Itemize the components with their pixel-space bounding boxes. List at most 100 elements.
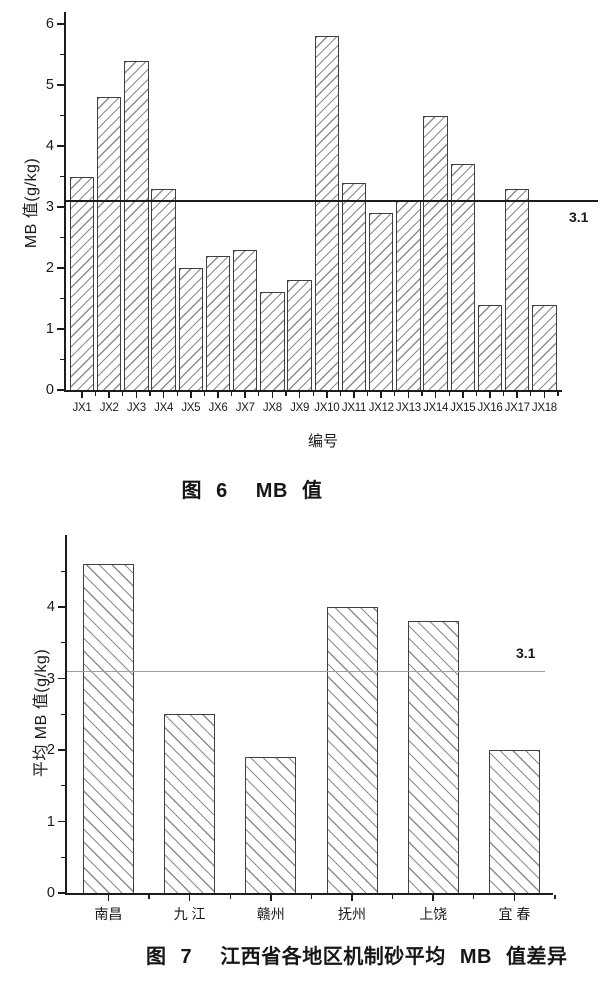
x-minor-tick: [258, 392, 260, 396]
x-minor-tick: [203, 392, 206, 396]
y-minor-tick: [61, 642, 65, 644]
y-major-tick: [58, 820, 65, 823]
x-major-tick: [188, 895, 191, 901]
y-minor-tick: [61, 785, 65, 787]
y-tick-label: 2: [46, 742, 55, 758]
bar-JX7: [233, 249, 258, 392]
y-tick-label: 5: [45, 77, 54, 93]
bar-上饶: [407, 621, 459, 895]
x-major-tick: [407, 392, 410, 398]
x-major-tick: [432, 895, 434, 901]
bar-JX17: [505, 188, 530, 392]
bar-JX11: [341, 182, 367, 392]
x-axis-title: 编号: [307, 433, 338, 450]
x-axis: [65, 893, 553, 895]
bar-JX3: [124, 60, 149, 392]
y-minor-tick: [61, 856, 65, 858]
bar-JX13: [396, 200, 421, 392]
x-tick-label: JX4: [154, 402, 174, 414]
y-minor-tick: [60, 297, 64, 300]
x-tick-label: JX18: [531, 402, 557, 414]
bar-JX16: [477, 304, 503, 392]
y-axis: [64, 12, 66, 392]
x-major-tick: [513, 895, 516, 901]
bar-JX8: [260, 292, 285, 392]
x-tick-label: 南昌: [94, 906, 123, 922]
bar-九江: [164, 714, 216, 895]
y-major-tick: [57, 267, 64, 269]
reference-line: [66, 200, 598, 202]
x-tick-label: 抚州: [338, 906, 366, 922]
y-minor-tick: [60, 114, 64, 117]
y-major-tick: [57, 84, 64, 86]
y-major-tick: [57, 145, 64, 147]
bar-JX6: [205, 255, 231, 392]
x-minor-tick: [391, 895, 394, 899]
x-minor-tick: [421, 392, 423, 396]
bar-抚州: [326, 607, 378, 895]
bar-赣州: [245, 757, 297, 895]
x-minor-tick: [473, 895, 475, 899]
x-minor-tick: [554, 895, 556, 899]
x-tick-label: JX12: [368, 402, 394, 414]
x-minor-tick: [94, 392, 97, 396]
x-tick-label: JX10: [314, 402, 340, 414]
y-major-tick: [58, 606, 65, 608]
x-major-tick: [135, 392, 138, 398]
y-major-tick: [57, 206, 64, 208]
x-major-tick: [270, 895, 272, 901]
x-minor-tick: [448, 392, 450, 396]
y-major-tick: [57, 389, 64, 391]
x-minor-tick: [475, 392, 478, 396]
x-axis: [64, 390, 562, 392]
y-tick-label: 6: [45, 16, 54, 32]
y-axis-title: 平均 MB 值(g/kg): [33, 648, 50, 778]
x-tick-label: JX1: [72, 402, 92, 414]
bar-JX1: [69, 176, 95, 392]
x-minor-tick: [394, 392, 396, 396]
y-tick-label: 1: [45, 321, 54, 337]
x-minor-tick: [310, 895, 313, 899]
bar-JX9: [287, 280, 312, 392]
x-minor-tick: [312, 392, 314, 396]
bar-JX18: [532, 304, 557, 392]
y-axis-title: MB 值(g/kg): [23, 157, 40, 249]
x-minor-tick: [502, 392, 505, 396]
x-major-tick: [108, 392, 110, 398]
y-tick-label: 4: [46, 599, 55, 615]
y-major-tick: [58, 892, 65, 894]
x-tick-label: JX5: [181, 402, 201, 414]
x-tick-label: 宜 春: [498, 906, 531, 922]
x-minor-tick: [557, 392, 559, 396]
bar-JX5: [178, 268, 203, 392]
y-major-tick: [57, 328, 64, 330]
x-major-tick: [380, 392, 382, 398]
x-tick-label: 上饶: [419, 906, 448, 922]
x-minor-tick: [149, 392, 151, 396]
x-major-tick: [351, 895, 353, 901]
bar-南昌: [82, 564, 134, 895]
x-major-tick: [81, 392, 83, 398]
reference-line-label: 3.1: [569, 209, 589, 225]
x-tick-label: JX8: [262, 402, 282, 414]
x-minor-tick: [285, 392, 287, 396]
x-major-tick: [244, 392, 246, 398]
x-major-tick: [543, 392, 546, 398]
y-minor-tick: [60, 358, 64, 361]
x-major-tick: [489, 392, 491, 398]
bar-JX15: [450, 164, 475, 392]
y-minor-tick: [60, 53, 64, 56]
x-major-tick: [516, 392, 518, 398]
x-minor-tick: [122, 392, 124, 396]
x-tick-label: JX13: [395, 402, 421, 414]
x-major-tick: [353, 392, 355, 398]
x-major-tick: [107, 895, 110, 901]
x-major-tick: [271, 392, 274, 398]
x-tick-label: JX14: [423, 402, 449, 414]
x-tick-label: JX16: [477, 402, 503, 414]
x-minor-tick: [339, 392, 342, 396]
x-tick-label: JX15: [450, 402, 476, 414]
x-major-tick: [162, 392, 165, 398]
